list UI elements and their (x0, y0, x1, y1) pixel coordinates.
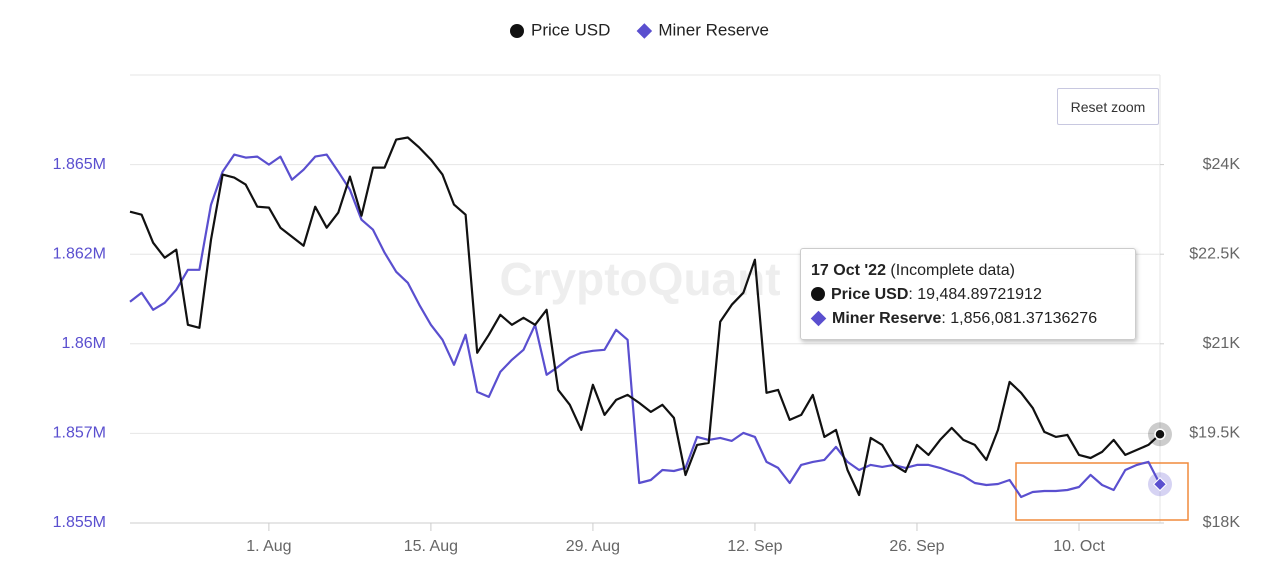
x-tick-label: 26. Sep (889, 538, 944, 555)
tooltip-swatch (810, 310, 827, 327)
series-line (129, 136, 1161, 497)
tooltip-title: 17 Oct '22 (811, 262, 886, 279)
tooltip-swatch (811, 287, 825, 301)
legend-marker (636, 23, 653, 39)
legend-marker (510, 24, 524, 38)
x-tick-label: 10. Oct (1053, 538, 1105, 555)
tooltip-name: Miner Reserve (832, 310, 942, 327)
y2-tick-label: $18K (1203, 514, 1241, 531)
y-tick-label: 1.86M (62, 335, 106, 352)
y2-tick-label: $19.5K (1189, 425, 1240, 442)
x-tick-label: 1. Aug (246, 538, 291, 555)
y2-tick-label: $21K (1203, 335, 1241, 352)
reset-zoom-button[interactable]: Reset zoom (1057, 88, 1159, 125)
y2-tick-label: $22.5K (1189, 245, 1240, 262)
y-tick-label: 1.865M (53, 156, 106, 173)
legend-label: Price USD (531, 20, 610, 39)
y2-tick-label: $24K (1203, 156, 1241, 173)
watermark: CryptoQuant (499, 253, 780, 305)
tooltip: 17 Oct '22 (Incomplete data) Price USD: … (800, 248, 1136, 340)
tooltip-value: : 1,856,081.37136276 (941, 310, 1098, 327)
series-line (129, 153, 1161, 499)
y-tick-label: 1.855M (53, 514, 106, 531)
x-tick-label: 15. Aug (404, 538, 458, 555)
legend-label: Miner Reserve (658, 20, 769, 39)
highlight-box (1015, 462, 1189, 521)
x-tick-label: 29. Aug (566, 538, 620, 555)
tooltip-name: Price USD (831, 286, 909, 303)
x-tick-label: 12. Sep (727, 538, 782, 555)
y-tick-label: 1.862M (53, 245, 106, 262)
y-tick-label: 1.857M (53, 425, 106, 442)
tooltip-value: : 19,484.89721912 (908, 286, 1042, 303)
hover-marker (1154, 428, 1166, 441)
tooltip-note: (Incomplete data) (890, 262, 1015, 279)
hover-marker (1152, 477, 1168, 492)
